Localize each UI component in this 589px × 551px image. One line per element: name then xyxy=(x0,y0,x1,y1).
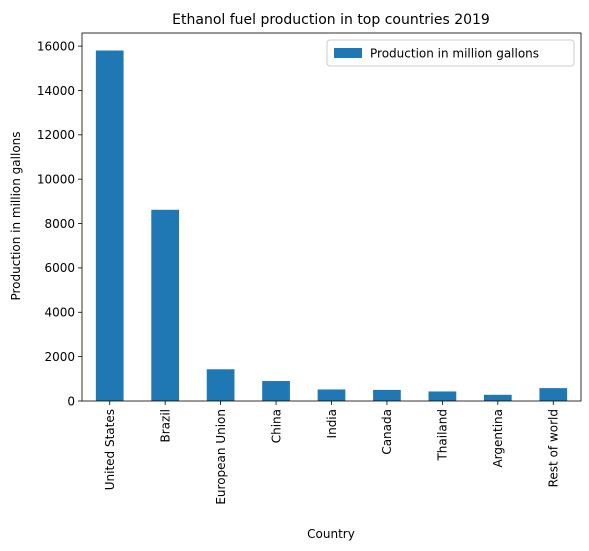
x-tick-label-6: Thailand xyxy=(436,409,450,462)
chart-title: Ethanol fuel production in top countries… xyxy=(172,12,490,28)
y-tick-label-4: 8000 xyxy=(44,217,75,231)
y-tick-label-0: 0 xyxy=(67,394,75,408)
plot-area: 0 2000 4000 6000 8000 10000 12000 14000 16000 Uni… xyxy=(37,32,582,505)
x-tick-label-0: United States xyxy=(103,409,117,490)
y-axis-title: Production in million gallons xyxy=(9,131,23,300)
bar-2 xyxy=(206,369,235,401)
y-tick-label-3: 6000 xyxy=(44,261,75,275)
bar-8 xyxy=(539,388,568,401)
x-tick-label-4: India xyxy=(325,409,339,438)
y-tick-label-8: 16000 xyxy=(37,39,75,53)
y-tick-label-2: 4000 xyxy=(44,306,75,320)
x-tick-label-7: Argentina xyxy=(491,409,505,468)
legend: Production in million gallons xyxy=(326,39,575,67)
bar-5 xyxy=(373,389,401,401)
plot-frame xyxy=(81,32,582,402)
bar-6 xyxy=(428,391,457,401)
bar-4 xyxy=(317,389,346,401)
legend-swatch xyxy=(334,48,362,58)
y-tick-label-5: 10000 xyxy=(37,172,75,186)
y-tick-label-6: 12000 xyxy=(37,128,75,142)
x-tick-label-5: Canada xyxy=(380,409,394,455)
x-axis-title: Country xyxy=(307,527,355,541)
legend-label: Production in million gallons xyxy=(370,47,539,61)
x-tick-label-1: Brazil xyxy=(158,409,172,443)
x-tick-label-2: European Union xyxy=(214,409,228,505)
x-tick-label-8: Rest of world xyxy=(547,409,561,487)
legend-box xyxy=(326,39,575,67)
y-tick-label-1: 2000 xyxy=(44,350,75,364)
bar-1 xyxy=(151,209,180,401)
bar-3 xyxy=(262,381,290,401)
bar-0 xyxy=(95,50,124,402)
y-tick-label-7: 14000 xyxy=(37,84,75,98)
x-tick-label-3: China xyxy=(269,409,283,443)
bar-7 xyxy=(483,394,512,401)
